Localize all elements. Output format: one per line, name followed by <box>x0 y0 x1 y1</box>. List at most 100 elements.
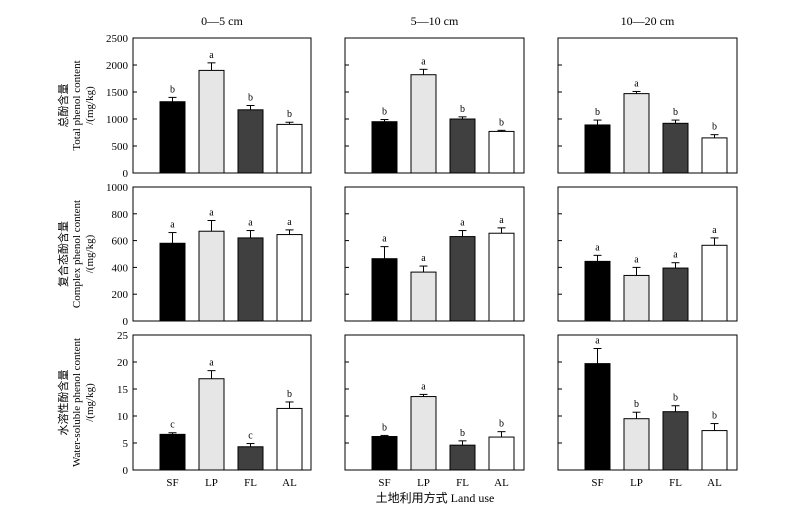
bar-fl <box>662 122 689 174</box>
bar-al <box>701 430 728 471</box>
x-tick-label: AL <box>707 477 722 489</box>
y-tick-label: 2500 <box>106 33 129 45</box>
bar-fl <box>449 236 476 322</box>
column-title: 5—10 cm <box>411 14 459 28</box>
bar-lp <box>198 230 225 322</box>
significance-letter: a <box>421 381 426 392</box>
x-tick-label: SF <box>166 477 178 489</box>
column-title: 10—20 cm <box>621 14 675 28</box>
significance-letter: b <box>382 107 387 118</box>
bar-al <box>488 130 515 174</box>
significance-letter: a <box>460 218 465 229</box>
column-title: 0—5 cm <box>201 14 243 28</box>
x-tick-label: LP <box>205 477 218 489</box>
bar-sf <box>371 258 398 322</box>
y-axis-label: Water-soluble phenol content <box>71 338 83 467</box>
bar-sf <box>584 260 611 322</box>
x-tick-label: FL <box>456 477 469 489</box>
bar-lp <box>198 378 225 471</box>
significance-letter: b <box>499 117 504 128</box>
bar-sf <box>371 121 398 174</box>
significance-letter: c <box>248 431 253 442</box>
significance-letter: a <box>595 242 600 253</box>
x-axis-title: 土地利用方式 Land use <box>376 490 495 505</box>
significance-letter: a <box>209 208 214 219</box>
significance-letter: b <box>634 399 639 410</box>
significance-letter: b <box>382 422 387 433</box>
significance-letter: a <box>382 234 387 245</box>
y-tick-label: 10 <box>117 411 129 423</box>
bar-fl <box>449 118 476 174</box>
bar-al <box>488 232 515 322</box>
x-tick-label: LP <box>417 477 430 489</box>
bar-sf <box>584 363 611 471</box>
significance-letter: b <box>170 84 175 95</box>
significance-letter: b <box>712 122 717 133</box>
significance-letter: a <box>634 254 639 265</box>
significance-letter: a <box>248 218 253 229</box>
significance-letter: c <box>170 420 175 431</box>
significance-letter: a <box>170 220 175 231</box>
significance-letter: a <box>712 225 717 236</box>
y-tick-label: 20 <box>117 357 129 369</box>
bar-sf <box>159 101 186 174</box>
y-tick-label: 800 <box>112 209 129 221</box>
bar-lp <box>198 69 225 174</box>
x-tick-label: SF <box>591 477 603 489</box>
bar-sf <box>371 436 398 471</box>
bar-sf <box>159 242 186 322</box>
y-tick-label: 400 <box>112 262 129 274</box>
y-tick-label: 0 <box>123 168 129 180</box>
y-tick-label: 0 <box>123 465 129 477</box>
bar-al <box>276 234 303 322</box>
y-tick-label: 600 <box>112 236 129 248</box>
x-tick-label: FL <box>244 477 257 489</box>
y-tick-label: 200 <box>112 289 129 301</box>
y-tick-label: 0 <box>123 316 129 328</box>
y-axis-label: /(mg/kg) <box>84 234 96 273</box>
bar-fl <box>449 444 476 471</box>
bar-lp <box>410 271 437 322</box>
y-tick-label: 25 <box>117 330 129 342</box>
bar-fl <box>237 109 264 174</box>
x-tick-label: AL <box>494 477 509 489</box>
y-tick-label: 1000 <box>106 182 129 194</box>
significance-letter: b <box>499 419 504 430</box>
bar-lp <box>410 74 437 174</box>
y-tick-label: 500 <box>112 141 129 153</box>
y-tick-label: 1000 <box>106 114 129 126</box>
significance-letter: b <box>673 393 678 404</box>
significance-letter: b <box>460 428 465 439</box>
bar-sf <box>584 124 611 174</box>
bar-fl <box>237 237 264 322</box>
x-tick-label: AL <box>282 477 297 489</box>
bar-lp <box>623 418 650 471</box>
significance-letter: b <box>248 93 253 104</box>
bar-al <box>488 436 515 471</box>
bar-al <box>701 137 728 174</box>
y-tick-label: 2000 <box>106 60 129 72</box>
significance-letter: b <box>673 107 678 118</box>
x-tick-label: FL <box>669 477 682 489</box>
significance-letter: a <box>421 56 426 67</box>
bar-lp <box>410 396 437 471</box>
y-axis-label: 复合态酚含量 <box>56 221 70 287</box>
significance-letter: a <box>209 358 214 369</box>
y-axis-label: Total phenol content <box>71 60 83 150</box>
bar-fl <box>662 267 689 322</box>
bar-fl <box>237 446 264 471</box>
significance-letter: b <box>287 109 292 120</box>
significance-letter: b <box>712 411 717 422</box>
bar-sf <box>159 433 186 471</box>
significance-letter: b <box>595 107 600 118</box>
significance-letter: a <box>421 253 426 264</box>
y-axis-label: Complex phenol content <box>71 200 83 308</box>
significance-letter: a <box>634 78 639 89</box>
bar-lp <box>623 274 650 322</box>
significance-letter: a <box>673 250 678 261</box>
bar-fl <box>662 411 689 471</box>
y-tick-label: 15 <box>117 384 129 396</box>
y-axis-label: /(mg/kg) <box>84 86 96 125</box>
significance-letter: a <box>595 336 600 347</box>
